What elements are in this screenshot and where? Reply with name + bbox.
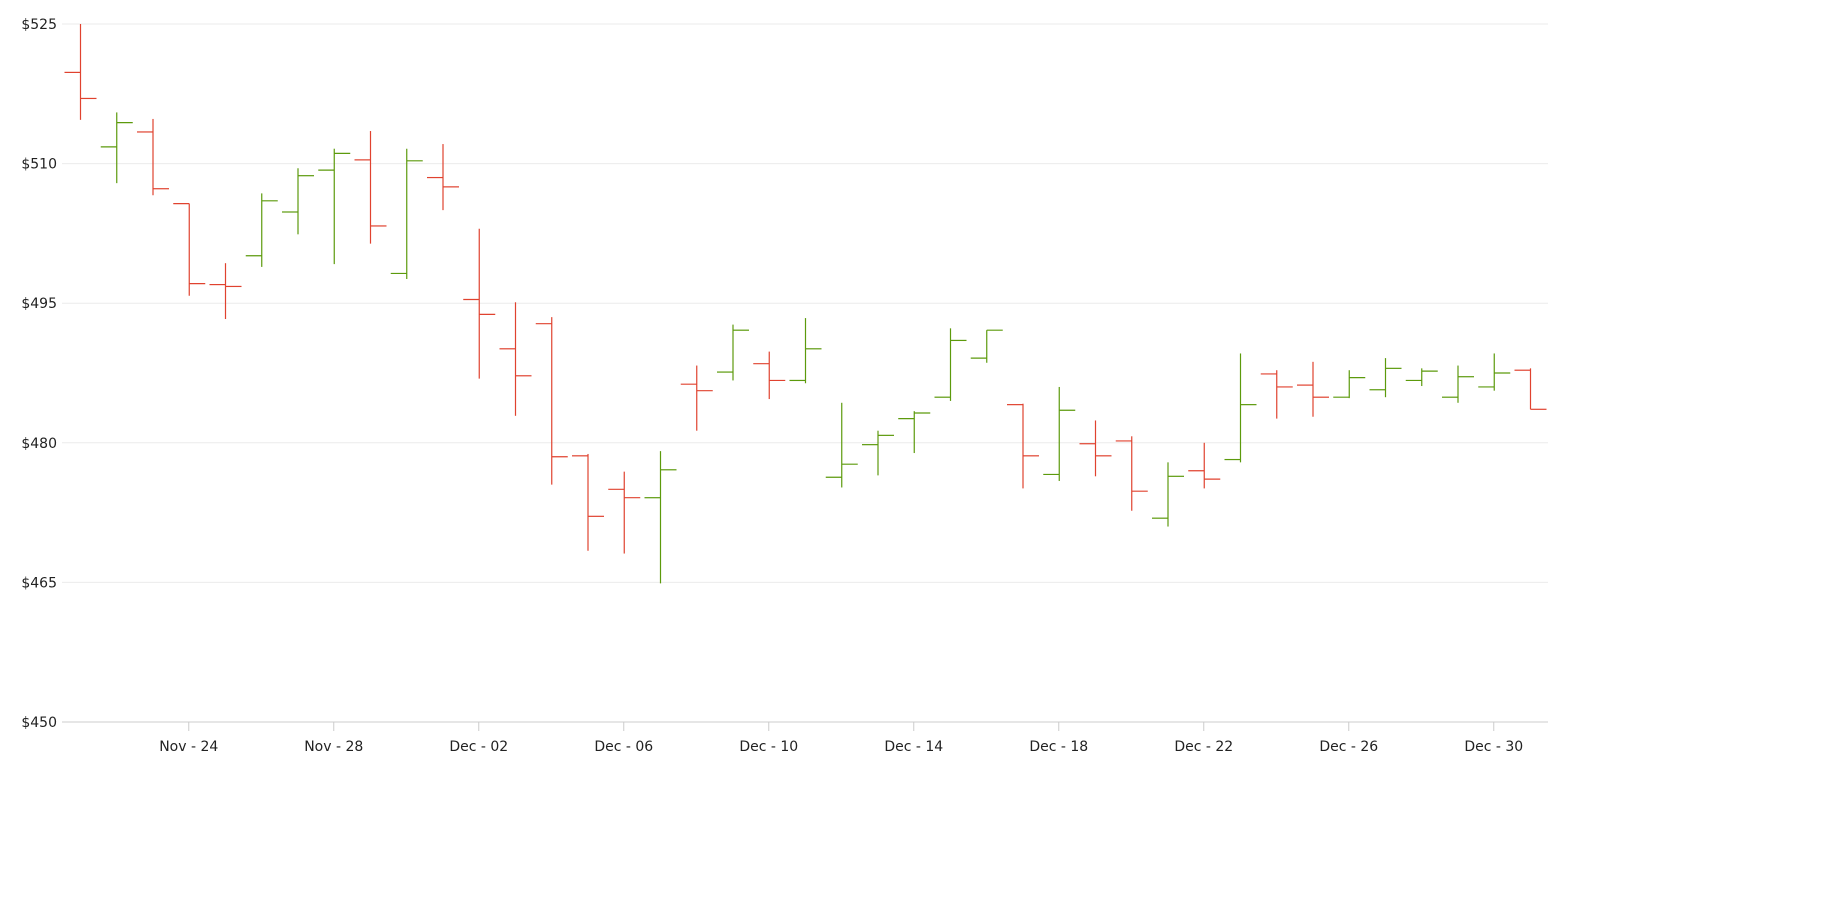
ohlc-bar (390, 148, 423, 280)
ohlc-bar (680, 365, 713, 431)
ohlc-bar (1405, 368, 1438, 387)
x-axis: Nov - 24 Nov - 28 Dec - 02 Dec - 06 Dec - 10… (62, 721, 1548, 755)
y-tick-label: $525 (21, 17, 57, 33)
x-tick-label: Dec - 22 (1174, 739, 1233, 755)
y-tick-label: $495 (21, 296, 57, 312)
y-tick-label: $465 (21, 575, 57, 591)
y-tick-label: $450 (21, 715, 57, 731)
ohlc-bar (862, 430, 894, 476)
ohlc-bar (1043, 386, 1076, 481)
x-tick-label: Dec - 30 (1464, 739, 1523, 755)
ohlc-bar (934, 328, 967, 401)
ohlc-bar (354, 131, 387, 244)
ohlc-bar (1152, 462, 1184, 527)
ohlc-bar (282, 168, 314, 235)
ohlc-bar (1442, 365, 1474, 403)
ohlc-bar (173, 203, 206, 296)
y-tick-label: $510 (21, 157, 57, 173)
x-tick-label: Dec - 18 (1029, 739, 1088, 755)
y-axis: $450 $465 $480 $495 $510 $525 (21, 17, 57, 731)
ohlc-bar (1007, 403, 1039, 489)
ohlc-bar (1224, 353, 1257, 463)
ohlc-bar (1369, 358, 1402, 398)
x-tick-label: Dec - 26 (1319, 739, 1378, 755)
ohlc-bar (572, 453, 604, 551)
x-tick-label: Nov - 28 (304, 739, 363, 755)
ohlc-bar (463, 228, 496, 379)
ohlc-bar (717, 324, 749, 381)
ohlc-bar (64, 24, 97, 120)
ohlc-bar (753, 351, 786, 400)
x-tick-label: Dec - 10 (739, 739, 798, 755)
ohlc-bar (1333, 370, 1366, 399)
y-tick-label: $480 (21, 436, 57, 452)
ohlc-bar (608, 471, 641, 554)
ohlc-series (64, 24, 1547, 584)
x-tick-label: Nov - 24 (159, 739, 218, 755)
ohlc-bar (1260, 370, 1293, 419)
ohlc-bar (318, 148, 351, 265)
ohlc-bar (1079, 420, 1112, 477)
gridlines (62, 23, 1548, 583)
ohlc-bar (1478, 353, 1511, 391)
ohlc-bar (898, 411, 931, 454)
x-tick-label: Dec - 06 (594, 739, 653, 755)
ohlc-bar (499, 302, 532, 416)
ohlc-bar (825, 402, 858, 488)
ohlc-bar (1188, 442, 1221, 489)
ohlc-bar (1297, 361, 1329, 417)
ohlc-bar (100, 112, 133, 184)
ohlc-bar (789, 318, 822, 384)
ohlc-bar (427, 144, 459, 211)
ohlc-bar (1514, 368, 1547, 410)
ohlc-bar (535, 317, 568, 485)
ohlc-bar (970, 329, 1003, 363)
ohlc-bar (245, 193, 278, 267)
x-tick-label: Dec - 02 (449, 739, 508, 755)
x-tick-label: Dec - 14 (884, 739, 943, 755)
ohlc-bar (137, 118, 169, 196)
ohlc-bar (644, 451, 677, 584)
ohlc-bar (209, 263, 242, 320)
ohlc-bar (1115, 436, 1148, 511)
